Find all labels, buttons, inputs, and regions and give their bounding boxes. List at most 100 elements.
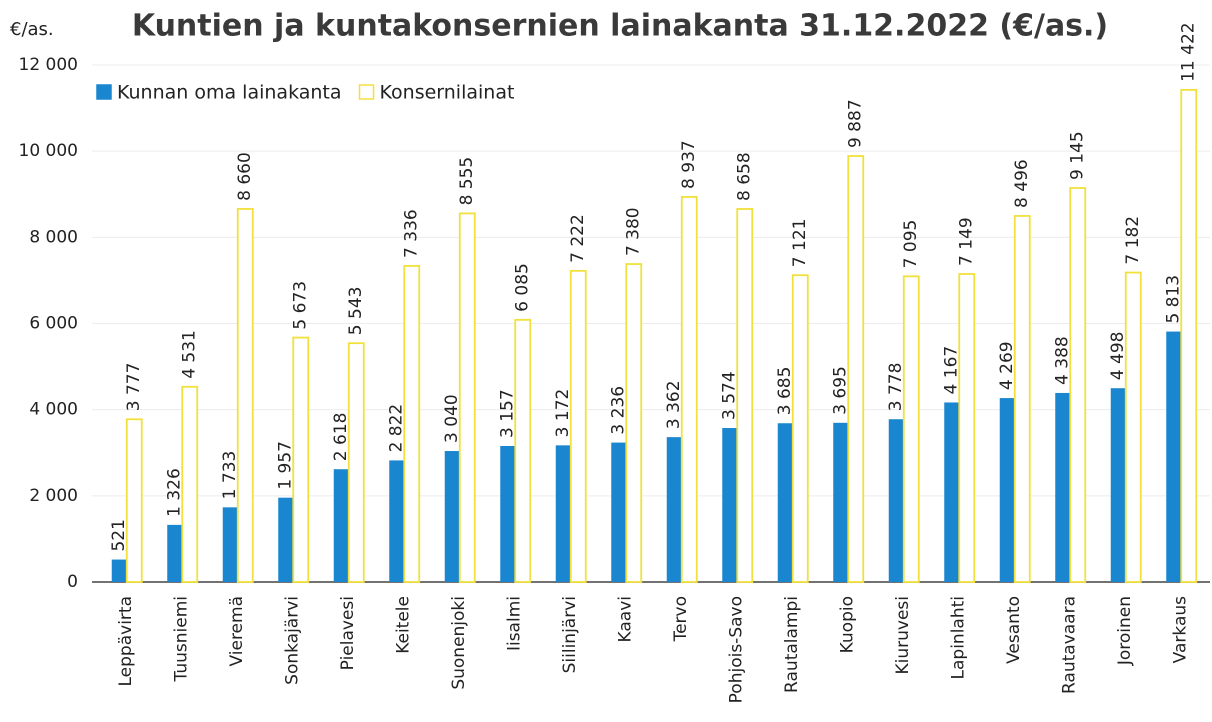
x-tick-label: Leppävirta [116, 596, 136, 687]
y-tick-label: 0 [67, 572, 78, 592]
value-label: 1 326 [165, 468, 185, 517]
value-label: 3 777 [124, 363, 144, 412]
bar [500, 445, 516, 582]
value-label: 7 222 [568, 214, 588, 263]
value-label: 7 095 [901, 220, 921, 269]
bar [181, 385, 199, 583]
y-axis-label: €/as. [10, 19, 54, 40]
value-label: 4 269 [997, 341, 1017, 390]
bar [611, 442, 627, 582]
x-tick-label: Iisalmi [504, 596, 524, 651]
y-tick-label: 12 000 [19, 55, 78, 75]
x-tick-label: Vesanto [1004, 596, 1024, 664]
bar [999, 398, 1015, 582]
y-tick-label: 8 000 [29, 227, 78, 247]
x-tick-label: Tervo [671, 596, 691, 642]
value-label: 7 149 [957, 217, 977, 266]
bar [1069, 187, 1087, 583]
value-label: 1 957 [276, 441, 296, 490]
chart-title: Kuntien ja kuntakonsernien lainakanta 31… [132, 9, 1108, 44]
bar [902, 275, 920, 583]
bar [680, 196, 698, 583]
bar [125, 418, 143, 583]
bar [222, 507, 238, 582]
bar [389, 460, 405, 582]
bar [458, 212, 476, 583]
y-tick-label: 4 000 [29, 400, 78, 420]
value-label: 7 336 [402, 209, 422, 258]
x-tick-label: Vieremä [227, 596, 247, 667]
legend-swatch [358, 84, 375, 100]
value-label: 3 778 [886, 363, 906, 412]
value-label: 8 660 [235, 152, 255, 201]
x-tick-label: Kaavi [615, 596, 635, 642]
bar [292, 336, 310, 583]
x-tick-label: Kuopio [837, 596, 857, 653]
value-label: 2 822 [387, 404, 407, 453]
bar [944, 402, 960, 582]
value-label: 8 937 [679, 140, 699, 189]
bar [514, 318, 532, 583]
bar [236, 207, 254, 583]
value-label: 4 531 [180, 330, 200, 379]
bar [403, 265, 421, 583]
value-label: 7 182 [1123, 216, 1143, 265]
legend-label: Konsernilainat [380, 82, 515, 104]
x-tick-label: Joroinen [1115, 596, 1135, 666]
value-label: 3 172 [553, 389, 573, 438]
legend-swatch [96, 84, 112, 100]
bar [791, 274, 809, 583]
bar [555, 445, 571, 582]
y-tick-label: 10 000 [19, 141, 78, 161]
bar [722, 428, 738, 582]
value-label: 6 085 [513, 263, 533, 312]
y-tick-label: 6 000 [29, 314, 78, 334]
x-tick-label: Suonenjoki [449, 596, 469, 690]
bar [111, 559, 127, 582]
value-label: 5 543 [346, 287, 366, 336]
value-label: 9 887 [846, 99, 866, 148]
bar [625, 263, 643, 583]
value-label: 3 574 [720, 371, 740, 420]
value-label: 8 496 [1012, 159, 1032, 208]
value-label: 4 167 [942, 346, 962, 395]
bar [167, 524, 183, 582]
value-label: 9 145 [1068, 131, 1088, 180]
bar [736, 208, 754, 583]
value-label: 3 685 [775, 367, 795, 416]
bar [333, 469, 349, 582]
value-label: 7 380 [624, 207, 644, 256]
value-label: 5 813 [1164, 275, 1184, 324]
bar [1124, 271, 1142, 583]
legend-label: Kunnan oma lainakanta [117, 82, 342, 104]
x-tick-label: Varkaus [1170, 596, 1190, 663]
x-tick-label: Rautalampi [782, 596, 802, 693]
value-label: 3 040 [442, 394, 462, 443]
value-label: 11 422 [1179, 22, 1199, 81]
x-tick-label: Rautavaara [1059, 596, 1079, 694]
x-tick-label: Siilinjärvi [560, 596, 580, 673]
value-label: 2 618 [331, 413, 351, 462]
bar [833, 422, 849, 582]
bar [1055, 392, 1071, 582]
value-label: 3 157 [498, 389, 518, 438]
bar [847, 155, 865, 583]
bar [1013, 215, 1031, 583]
x-tick-label: Kiuruvesi [893, 596, 913, 675]
bar [666, 437, 682, 582]
value-label: 8 658 [735, 152, 755, 201]
value-label: 3 695 [831, 366, 851, 415]
bar [569, 269, 587, 583]
value-label: 1 733 [220, 451, 240, 500]
x-tick-label: Sonkajärvi [282, 596, 302, 685]
y-tick-label: 2 000 [29, 486, 78, 506]
x-tick-label: Pielavesi [338, 596, 358, 670]
value-label: 8 555 [457, 157, 477, 206]
value-label: 521 [109, 519, 129, 551]
value-label: 4 498 [1108, 332, 1128, 381]
bar [444, 451, 460, 582]
value-label: 3 362 [664, 380, 684, 429]
bar [1180, 89, 1198, 583]
